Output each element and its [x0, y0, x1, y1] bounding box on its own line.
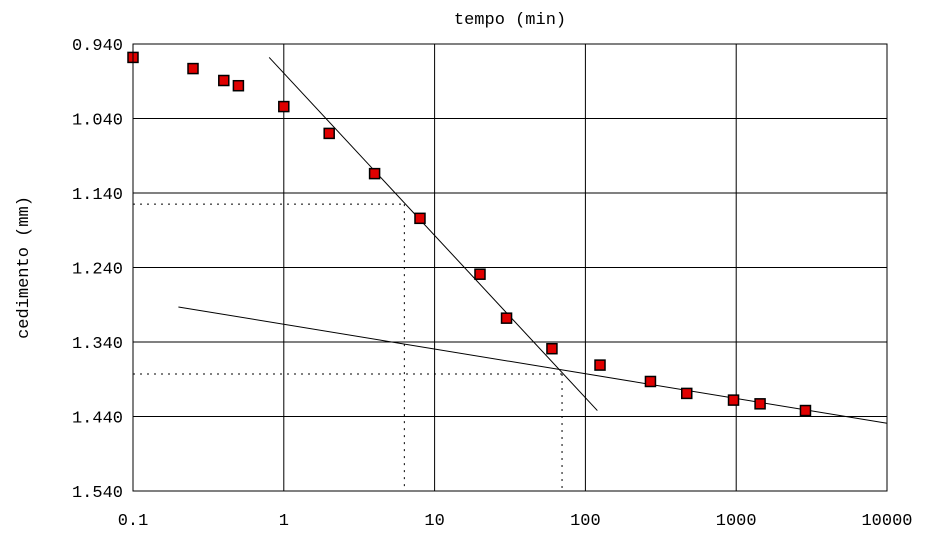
data-point — [644, 375, 657, 388]
data-point — [594, 359, 606, 371]
data-point — [500, 312, 513, 324]
y-tick-label: 1.240 — [72, 261, 123, 280]
data-point — [474, 268, 486, 280]
y-tick-label: 0.940 — [72, 37, 123, 56]
y-tick-label: 1.140 — [72, 186, 123, 205]
data-point — [727, 394, 740, 406]
data-point — [681, 387, 693, 400]
data-markers — [127, 51, 812, 417]
data-point — [414, 212, 426, 225]
y-tick-labels: 0.940 1.040 1.140 1.240 1.340 1.440 1.540 — [72, 37, 123, 503]
fit-lines — [178, 57, 888, 424]
x-tick-label: 100 — [570, 512, 601, 531]
construction-guide-lines — [133, 203, 563, 491]
y-tick-label: 1.540 — [72, 484, 123, 503]
plot-frame — [132, 43, 888, 492]
x-tick-labels: 0.1 1 10 100 1000 10000 — [118, 512, 913, 531]
data-point — [187, 62, 199, 75]
y-axis-title: cedimento (mm) — [15, 196, 34, 339]
x-tick-label: 1 — [279, 512, 289, 531]
data-point — [799, 404, 812, 417]
data-point — [368, 167, 381, 180]
data-point — [232, 79, 245, 92]
data-point — [546, 342, 558, 355]
data-point — [218, 74, 230, 87]
x-tick-label: 1000 — [716, 512, 757, 531]
data-point — [323, 127, 335, 140]
x-axis-title: tempo (min) — [454, 11, 566, 30]
x-tick-label: 0.1 — [118, 512, 149, 531]
y-tick-label: 1.440 — [72, 410, 123, 429]
x-tick-label: 10 — [424, 512, 444, 531]
y-tick-label: 1.340 — [72, 335, 123, 354]
data-point — [278, 100, 290, 113]
fit-line — [178, 306, 888, 424]
grid-lines — [132, 43, 888, 492]
y-tick-label: 1.040 — [72, 112, 123, 131]
x-tick-label: 10000 — [861, 512, 912, 531]
fit-line — [268, 57, 598, 411]
data-point — [754, 398, 766, 410]
